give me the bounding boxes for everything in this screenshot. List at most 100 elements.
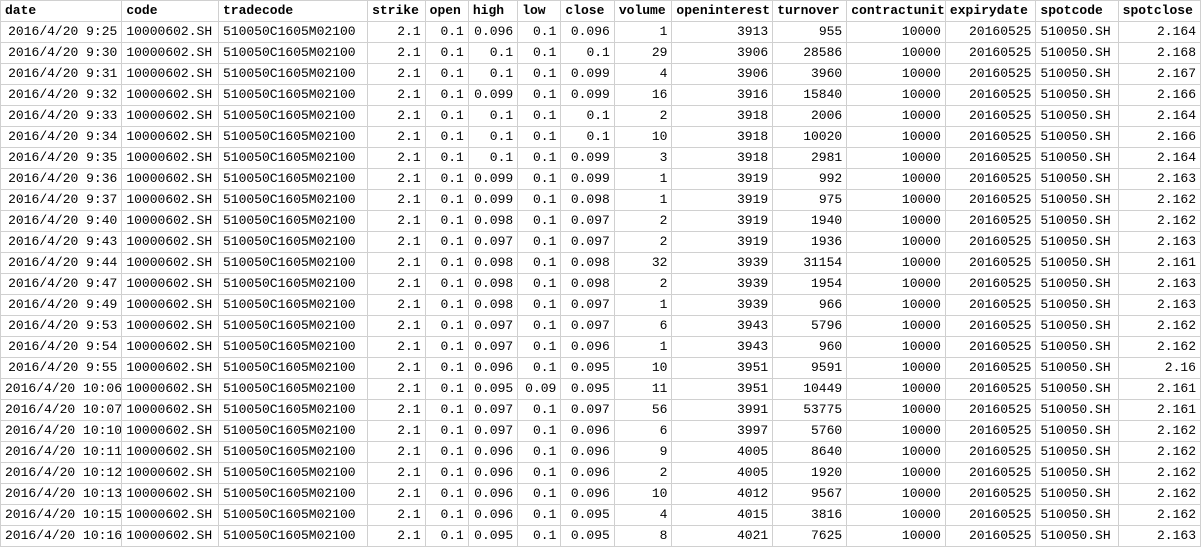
cell-high[interactable]: 0.099 [468,85,517,106]
cell-spotcode[interactable]: 510050.SH [1036,295,1118,316]
cell-code[interactable]: 10000602.SH [122,106,219,127]
cell-volume[interactable]: 11 [614,379,672,400]
cell-code[interactable]: 10000602.SH [122,22,219,43]
cell-spotcode[interactable]: 510050.SH [1036,22,1118,43]
cell-high[interactable]: 0.095 [468,526,517,547]
cell-low[interactable]: 0.1 [518,211,561,232]
cell-volume[interactable]: 32 [614,253,672,274]
cell-expirydate[interactable]: 20160525 [945,379,1035,400]
cell-contractunit[interactable]: 10000 [847,85,946,106]
cell-code[interactable]: 10000602.SH [122,127,219,148]
cell-code[interactable]: 10000602.SH [122,190,219,211]
cell-open[interactable]: 0.1 [425,190,468,211]
cell-turnover[interactable]: 5796 [773,316,847,337]
cell-high[interactable]: 0.1 [468,127,517,148]
cell-strike[interactable]: 2.1 [368,379,426,400]
cell-high[interactable]: 0.096 [468,484,517,505]
cell-high[interactable]: 0.098 [468,274,517,295]
table-row[interactable]: 2016/4/20 9:3110000602.SH510050C1605M021… [1,64,1201,85]
cell-volume[interactable]: 6 [614,421,672,442]
cell-strike[interactable]: 2.1 [368,106,426,127]
cell-low[interactable]: 0.1 [518,400,561,421]
cell-expirydate[interactable]: 20160525 [945,316,1035,337]
cell-high[interactable]: 0.099 [468,169,517,190]
cell-openinterest[interactable]: 3939 [672,274,773,295]
cell-openinterest[interactable]: 3991 [672,400,773,421]
cell-tradecode[interactable]: 510050C1605M02100 [218,211,367,232]
cell-openinterest[interactable]: 3943 [672,316,773,337]
cell-spotclose[interactable]: 2.162 [1118,442,1200,463]
cell-open[interactable]: 0.1 [425,463,468,484]
cell-turnover[interactable]: 1940 [773,211,847,232]
cell-volume[interactable]: 9 [614,442,672,463]
col-header-tradecode[interactable]: tradecode [218,1,367,22]
cell-date[interactable]: 2016/4/20 10:11 [1,442,122,463]
cell-volume[interactable]: 2 [614,463,672,484]
cell-strike[interactable]: 2.1 [368,232,426,253]
cell-low[interactable]: 0.1 [518,358,561,379]
cell-low[interactable]: 0.1 [518,85,561,106]
cell-low[interactable]: 0.1 [518,253,561,274]
cell-turnover[interactable]: 5760 [773,421,847,442]
col-header-contractunit[interactable]: contractunit [847,1,946,22]
cell-strike[interactable]: 2.1 [368,295,426,316]
cell-date[interactable]: 2016/4/20 9:49 [1,295,122,316]
cell-date[interactable]: 2016/4/20 9:55 [1,358,122,379]
cell-open[interactable]: 0.1 [425,421,468,442]
cell-high[interactable]: 0.1 [468,43,517,64]
cell-open[interactable]: 0.1 [425,526,468,547]
table-row[interactable]: 2016/4/20 9:3510000602.SH510050C1605M021… [1,148,1201,169]
cell-spotcode[interactable]: 510050.SH [1036,358,1118,379]
cell-expirydate[interactable]: 20160525 [945,526,1035,547]
col-header-spotcode[interactable]: spotcode [1036,1,1118,22]
cell-turnover[interactable]: 1920 [773,463,847,484]
cell-volume[interactable]: 10 [614,127,672,148]
cell-volume[interactable]: 56 [614,400,672,421]
cell-open[interactable]: 0.1 [425,148,468,169]
table-row[interactable]: 2016/4/20 9:4010000602.SH510050C1605M021… [1,211,1201,232]
cell-strike[interactable]: 2.1 [368,484,426,505]
cell-open[interactable]: 0.1 [425,64,468,85]
cell-turnover[interactable]: 8640 [773,442,847,463]
cell-open[interactable]: 0.1 [425,85,468,106]
cell-strike[interactable]: 2.1 [368,253,426,274]
cell-expirydate[interactable]: 20160525 [945,127,1035,148]
cell-expirydate[interactable]: 20160525 [945,211,1035,232]
cell-volume[interactable]: 1 [614,337,672,358]
table-row[interactable]: 2016/4/20 10:1210000602.SH510050C1605M02… [1,463,1201,484]
cell-open[interactable]: 0.1 [425,211,468,232]
cell-code[interactable]: 10000602.SH [122,526,219,547]
cell-code[interactable]: 10000602.SH [122,400,219,421]
cell-spotclose[interactable]: 2.167 [1118,64,1200,85]
cell-low[interactable]: 0.1 [518,64,561,85]
cell-spotclose[interactable]: 2.164 [1118,106,1200,127]
cell-turnover[interactable]: 1954 [773,274,847,295]
table-row[interactable]: 2016/4/20 9:5410000602.SH510050C1605M021… [1,337,1201,358]
cell-turnover[interactable]: 9567 [773,484,847,505]
cell-spotclose[interactable]: 2.163 [1118,169,1200,190]
table-row[interactable]: 2016/4/20 9:5310000602.SH510050C1605M021… [1,316,1201,337]
cell-volume[interactable]: 2 [614,211,672,232]
table-row[interactable]: 2016/4/20 9:5510000602.SH510050C1605M021… [1,358,1201,379]
cell-low[interactable]: 0.1 [518,526,561,547]
cell-spotcode[interactable]: 510050.SH [1036,127,1118,148]
cell-low[interactable]: 0.1 [518,148,561,169]
cell-tradecode[interactable]: 510050C1605M02100 [218,274,367,295]
cell-spotcode[interactable]: 510050.SH [1036,484,1118,505]
cell-spotcode[interactable]: 510050.SH [1036,232,1118,253]
cell-expirydate[interactable]: 20160525 [945,442,1035,463]
cell-strike[interactable]: 2.1 [368,85,426,106]
cell-turnover[interactable]: 955 [773,22,847,43]
cell-spotcode[interactable]: 510050.SH [1036,337,1118,358]
cell-high[interactable]: 0.095 [468,379,517,400]
col-header-open[interactable]: open [425,1,468,22]
cell-date[interactable]: 2016/4/20 10:13 [1,484,122,505]
cell-high[interactable]: 0.097 [468,316,517,337]
cell-date[interactable]: 2016/4/20 9:36 [1,169,122,190]
cell-low[interactable]: 0.1 [518,295,561,316]
cell-date[interactable]: 2016/4/20 9:32 [1,85,122,106]
cell-close[interactable]: 0.095 [561,505,614,526]
cell-spotclose[interactable]: 2.162 [1118,421,1200,442]
cell-contractunit[interactable]: 10000 [847,358,946,379]
cell-expirydate[interactable]: 20160525 [945,22,1035,43]
